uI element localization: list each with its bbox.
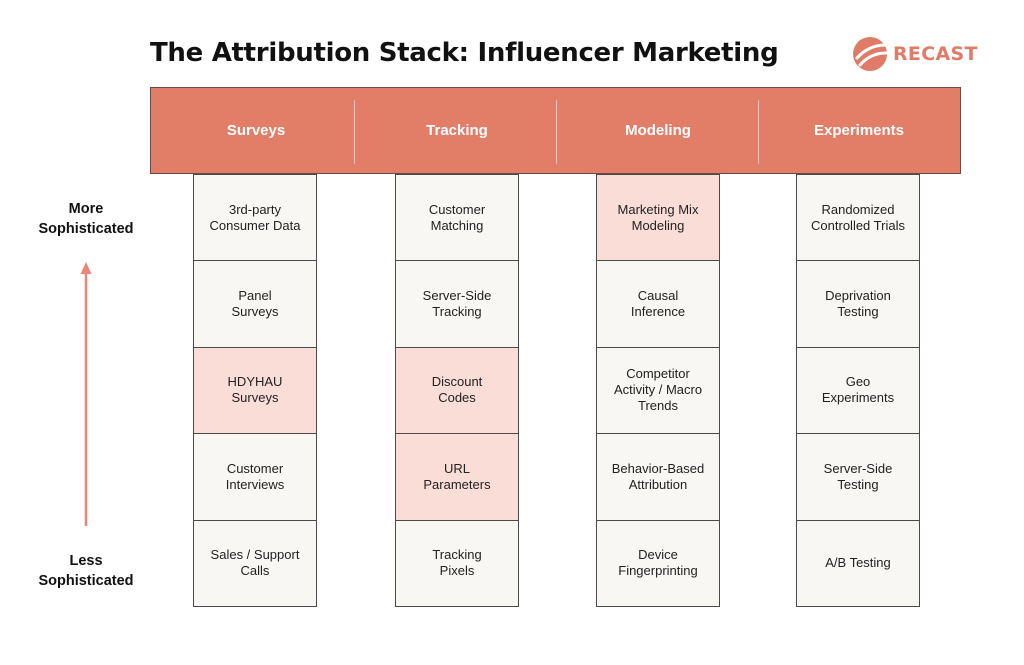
header-surveys: Surveys [226,122,286,139]
header-experiments: Experiments [813,122,905,139]
header-divider [354,100,355,164]
method-cell: 3rd-party Consumer Data [193,174,317,262]
method-cell: Server-Side Testing [796,433,920,521]
method-cell: Geo Experiments [796,346,920,435]
method-cell: Marketing Mix Modeling [596,174,720,262]
column-modeling: Marketing Mix Modeling Causal Inference … [596,174,720,607]
method-cell: Customer Interviews [193,433,317,521]
column-surveys: 3rd-party Consumer Data Panel Surveys HD… [193,174,317,607]
arrow-up-icon [80,262,92,526]
header-modeling: Modeling [625,122,691,139]
method-cell: Behavior-Based Attribution [596,433,720,521]
category-header-bar: Surveys Tracking Modeling Experiments [150,87,961,174]
less-sophisticated-label: Less Sophisticated [38,553,134,589]
header-divider [758,100,759,164]
method-cell: Tracking Pixels [395,519,519,607]
method-cell: Discount Codes [395,346,519,435]
method-cell: URL Parameters [395,433,519,521]
method-cell: A/B Testing [796,519,920,607]
method-cell: HDYHAU Surveys [193,346,317,435]
more-sophisticated-label: More Sophisticated [38,201,134,237]
method-cell: Panel Surveys [193,260,317,348]
logo-text: RECAST [893,43,978,65]
header-divider [556,100,557,164]
column-tracking: Customer Matching Server-Side Tracking D… [395,174,519,607]
recast-logo: RECAST [852,36,978,72]
header-tracking: Tracking [426,122,488,139]
method-cell: Competitor Activity / Macro Trends [596,346,720,435]
method-cell: Deprivation Testing [796,260,920,348]
method-cell: Device Fingerprinting [596,519,720,607]
method-cell: Sales / Support Calls [193,519,317,607]
method-cell: Customer Matching [395,174,519,262]
method-cell: Randomized Controlled Trials [796,174,920,262]
page-title: The Attribution Stack: Influencer Market… [150,38,779,68]
method-cell: Server-Side Tracking [395,260,519,348]
column-experiments: Randomized Controlled Trials Deprivation… [796,174,920,607]
method-cell: Causal Inference [596,260,720,348]
recast-logo-icon [853,37,888,71]
